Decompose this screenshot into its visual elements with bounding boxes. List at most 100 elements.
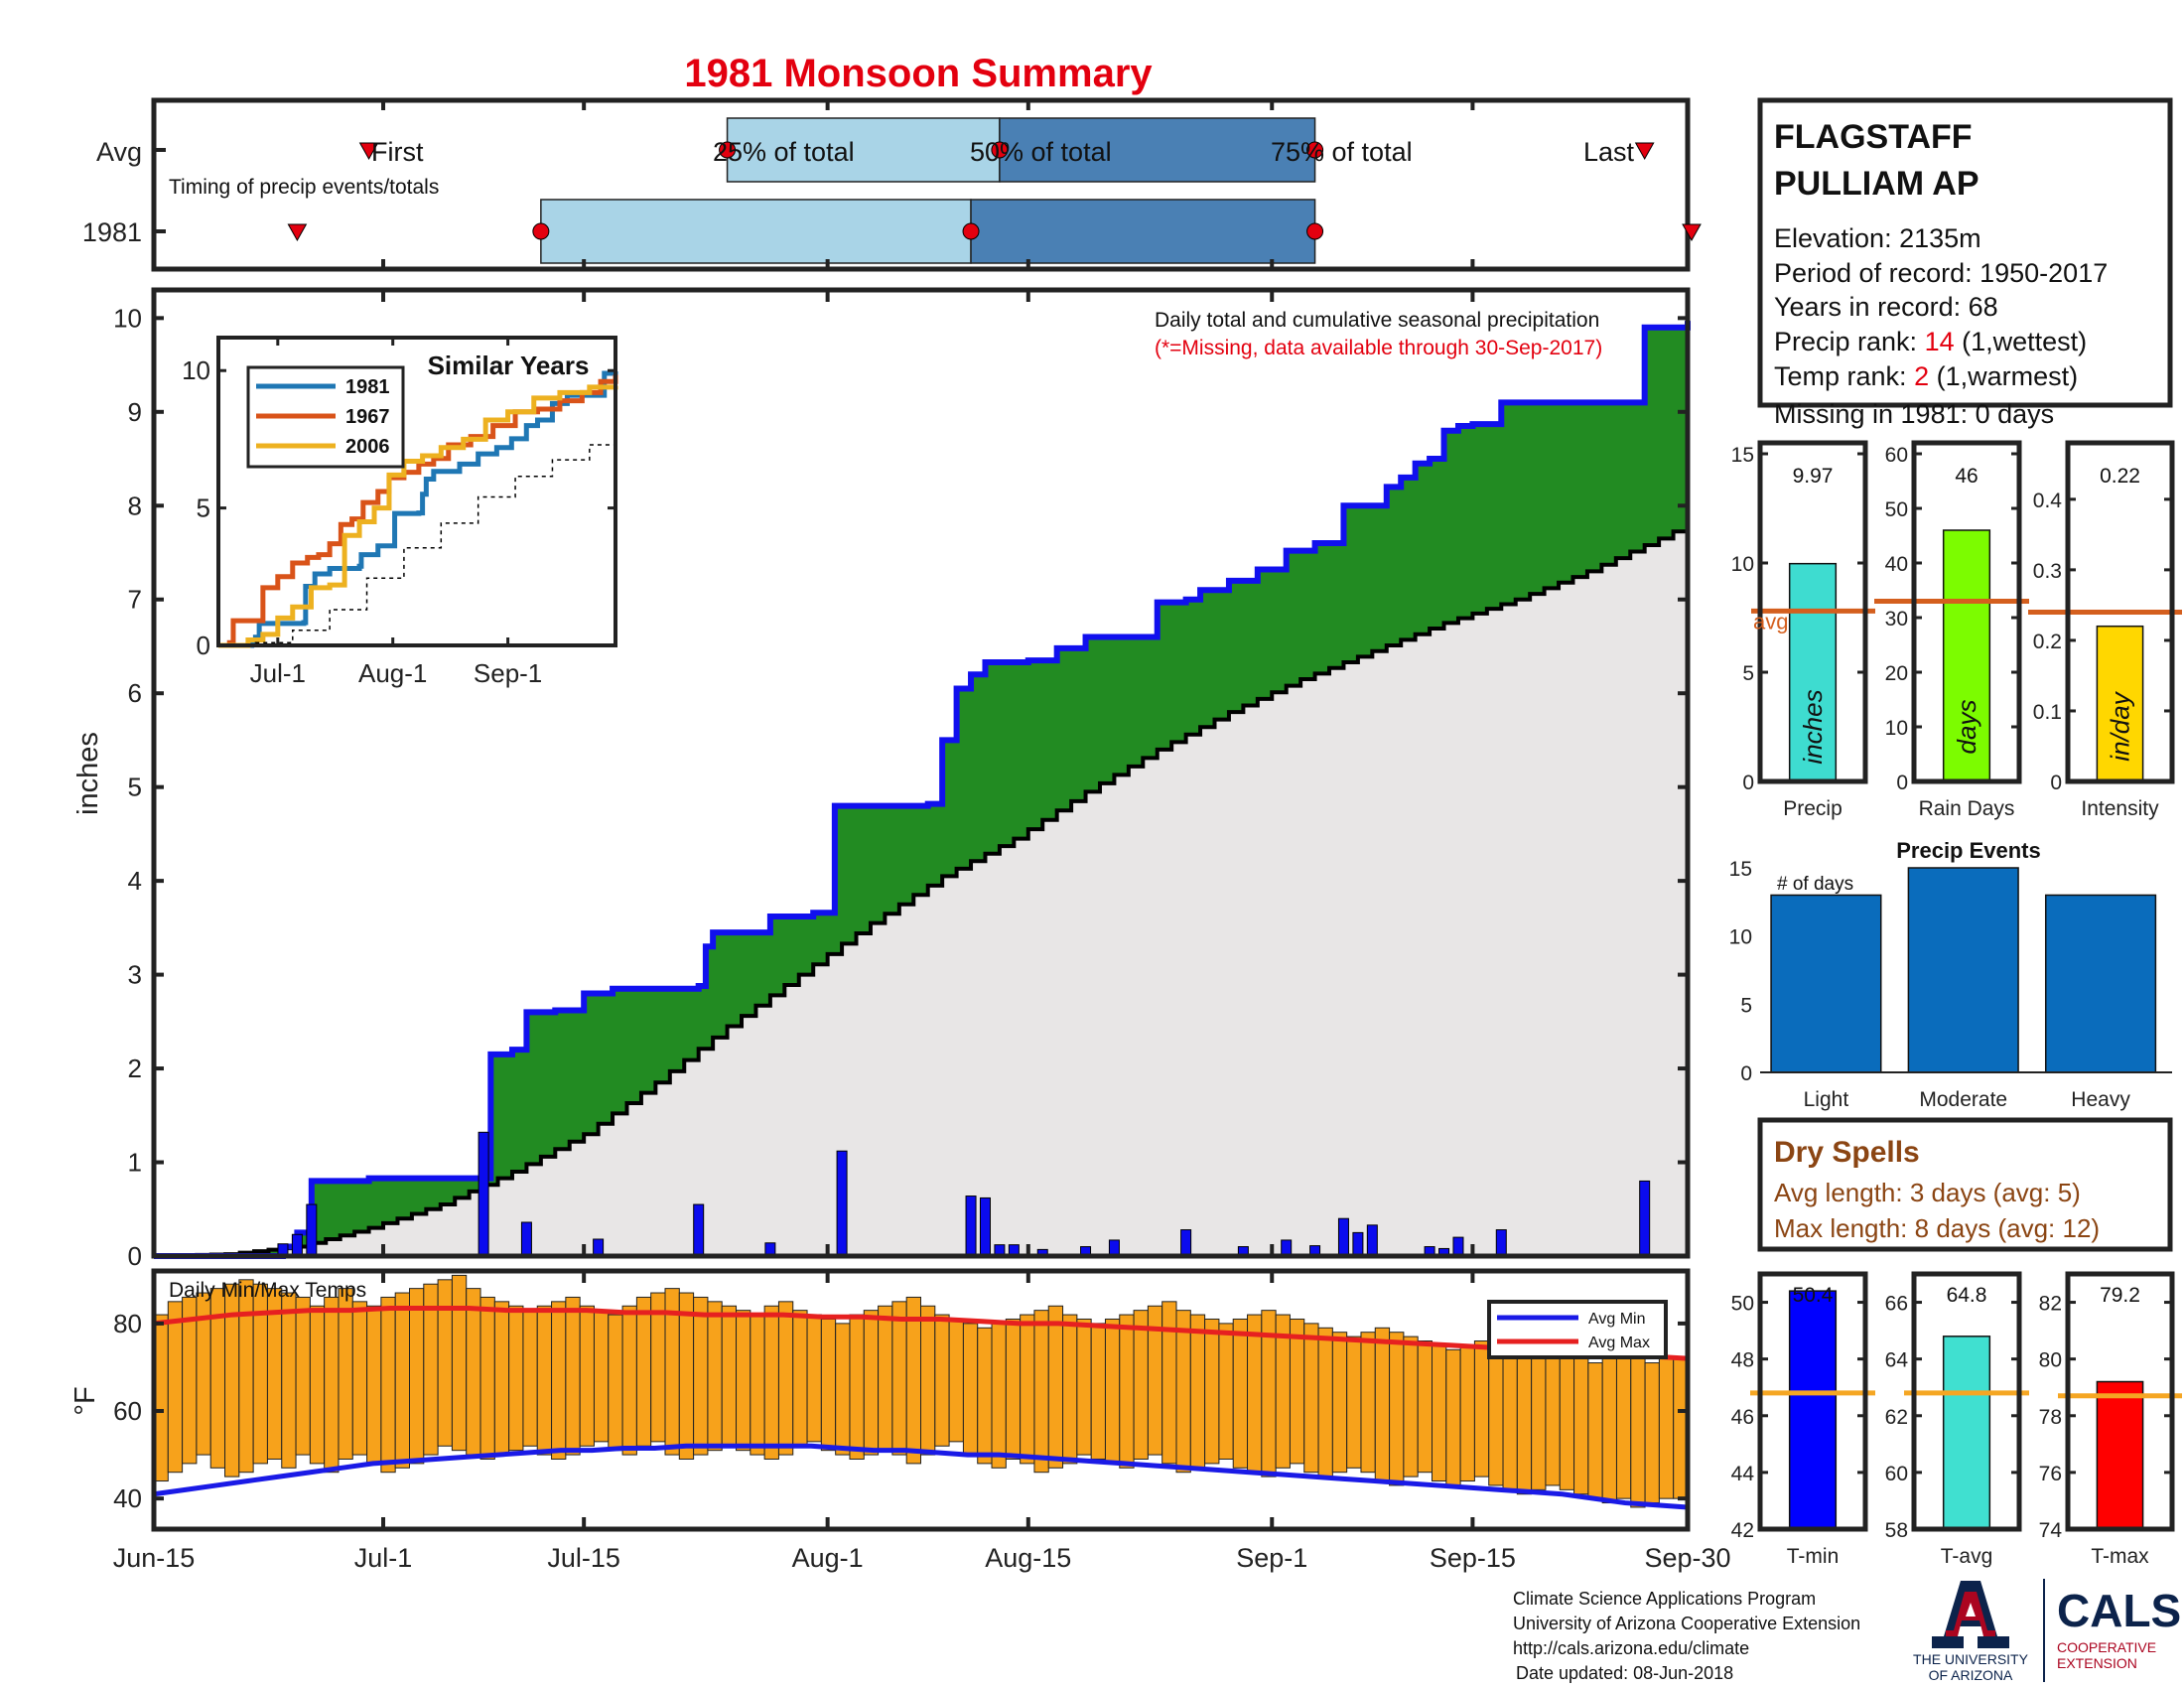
precip-events-bar — [1907, 867, 2019, 1073]
temps-x-tick-label: Aug-1 — [792, 1543, 864, 1573]
small-panel-y-tick-label: 78 — [2039, 1406, 2062, 1429]
daily-temp-bar — [1232, 1318, 1249, 1469]
daily-temp-bar — [1119, 1314, 1135, 1469]
temps-x-tick-label: Sep-1 — [1236, 1543, 1307, 1573]
precip-events-y-tick-label: 5 — [1740, 994, 1752, 1017]
small-panel-unit-label: days — [1952, 700, 1981, 755]
daily-temp-bar — [1488, 1344, 1504, 1486]
daily-precip-bar — [478, 1131, 489, 1257]
temp-rank-suffix: (1,warmest) — [1929, 361, 2078, 391]
daily-temp-bar — [1630, 1357, 1646, 1508]
small-panel-value-label: 79.2 — [2100, 1284, 2140, 1307]
daily-temp-bar — [608, 1314, 623, 1452]
daily-temp-bar — [1615, 1353, 1632, 1499]
daily-temp-bar — [1090, 1323, 1106, 1460]
inset-legend: 1981 1967 2006 — [246, 365, 405, 469]
station-name-line1: FLAGSTAFF — [1774, 118, 1973, 156]
small-panel-bar — [1788, 1290, 1838, 1530]
cals-logo-wordmark: CALS — [2057, 1585, 2181, 1636]
main-precip-chart: 0 1 2 3 4 5 6 7 8 9 10 inches Daily total and cumu… — [72, 287, 1691, 1271]
daily-temp-bar — [366, 1305, 382, 1465]
inset-legend-label: 1967 — [345, 406, 390, 428]
station-missing: Missing in 1981: 0 days — [1774, 399, 2054, 429]
small-panel-bar — [2096, 625, 2144, 782]
precip-rank-value: 14 — [1925, 327, 1955, 356]
daily-temp-bar — [466, 1288, 481, 1456]
inset-x-tick-label: Sep-1 — [474, 658, 542, 688]
main-plot-frame — [151, 287, 1691, 1259]
season-totals-panels: inches 0 5 10 15 9.97 Precip avg days 0 10 20 30 40 50… — [1731, 440, 2182, 820]
main-y-tick-label: 5 — [128, 773, 142, 802]
season-total-panel-intensity: in/day 0 0.1 0.2 0.3 0.4 0.22 Intensity — [2028, 440, 2182, 820]
daily-temp-bar — [621, 1305, 637, 1456]
small-panel-y-tick-label: 82 — [2039, 1293, 2062, 1316]
avg-min-line — [153, 1443, 1689, 1510]
daily-temp-bar — [1175, 1310, 1191, 1474]
daily-temp-bar — [394, 1292, 411, 1469]
small-panel-y-tick-label: 60 — [1885, 444, 1908, 467]
small-panel-y-tick-label: 44 — [1731, 1463, 1755, 1485]
main-note: Daily total and cumulative seasonal prec… — [1155, 309, 1599, 332]
precip-events-category-label: Heavy — [2071, 1088, 2130, 1111]
average-area — [154, 524, 1688, 1256]
small-panel-category-label: T-avg — [1941, 1545, 1993, 1568]
small-panel-frame — [2065, 1271, 2175, 1532]
timing-first-last-marker — [1634, 142, 1655, 161]
footer-line1: Climate Science Applications Program — [1513, 1589, 1816, 1609]
dry-spells-max: Max length: 8 days (avg: 12) — [1774, 1213, 2100, 1243]
station-period: Period of record: 1950-2017 — [1774, 258, 2108, 288]
daily-temp-bar — [522, 1310, 538, 1447]
daily-temp-bar — [1587, 1362, 1603, 1499]
dry-spells-frame — [1757, 1117, 2173, 1252]
daily-temp-bar — [1403, 1336, 1419, 1477]
observed-cumulative-line — [154, 321, 1691, 1259]
daily-temp-bar — [593, 1310, 610, 1443]
precip-rank-suffix: (1,wettest) — [1955, 327, 2088, 356]
small-panel-frame — [1757, 440, 1868, 784]
daily-temp-bar — [1473, 1340, 1490, 1477]
station-temp-rank: Temp rank: 2 (1,warmest) — [1774, 361, 2078, 391]
daily-precip-bar — [1366, 1224, 1378, 1257]
small-panel-category-label: Intensity — [2081, 797, 2159, 820]
small-panel-y-tick-label: 0 — [2050, 772, 2062, 794]
timing-marks — [152, 100, 1702, 269]
temps-x-tick-label: Sep-15 — [1430, 1543, 1516, 1573]
avg-max-line — [153, 1305, 1689, 1361]
daily-precip-bar — [1337, 1217, 1349, 1257]
temps-x-tick-label: Sep-30 — [1644, 1543, 1730, 1573]
inset-frame — [216, 336, 617, 647]
timing-quantile-marker — [1306, 222, 1324, 240]
timing-quantile-marker — [1306, 141, 1324, 159]
daily-temp-bar — [281, 1292, 297, 1469]
small-panel-y-tick-label: 0 — [1896, 772, 1908, 794]
small-panel-y-tick-label: 0 — [1742, 772, 1754, 794]
daily-temp-bar — [1644, 1362, 1660, 1504]
temp-mean-panel-t-max: 74 76 78 80 82 79.2 T-max — [2039, 1271, 2182, 1568]
main-y-tick-label: 6 — [128, 678, 142, 708]
daily-temp-bar — [1204, 1318, 1220, 1465]
temp-mean-panel-t-avg: 58 60 62 64 66 64.8 T-avg — [1885, 1271, 2029, 1568]
daily-temp-bar — [977, 1327, 993, 1465]
daily-temp-bar — [777, 1301, 794, 1456]
daily-temp-bar — [635, 1296, 652, 1447]
temps-series — [153, 1274, 1689, 1510]
timing-quantile-marker — [532, 222, 550, 240]
daily-temp-bar — [579, 1305, 595, 1447]
station-name-line2: PULLIAM AP — [1774, 165, 1979, 203]
main-y-tick-label: 8 — [128, 491, 142, 520]
small-panel-y-tick-label: 66 — [1885, 1293, 1908, 1316]
daily-temp-bar — [1559, 1348, 1575, 1490]
daily-temp-bar — [820, 1318, 837, 1452]
small-panel-y-tick-label: 42 — [1731, 1519, 1754, 1542]
daily-temp-bar — [1516, 1353, 1533, 1495]
daily-temp-bar — [238, 1279, 254, 1474]
precip-events-y-tick-label: 15 — [1729, 858, 1752, 881]
inset-y-tick-label: 0 — [197, 631, 210, 660]
daily-temp-bar — [948, 1318, 964, 1443]
daily-temp-bar — [1062, 1314, 1078, 1465]
small-panel-y-tick-label: 20 — [1885, 662, 1908, 685]
daily-temp-bar — [479, 1296, 495, 1460]
timing-q25-label: 25% of total — [713, 137, 855, 167]
timing-box-q25-q50 — [726, 117, 1001, 183]
